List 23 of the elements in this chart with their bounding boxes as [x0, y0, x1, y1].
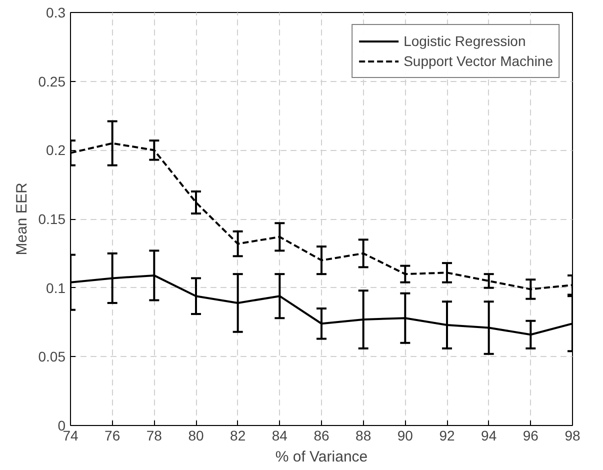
legend-label: Logistic Regression [404, 33, 526, 49]
y-tick-label: 0.05 [38, 348, 66, 365]
y-tick-label: 0.1 [46, 280, 66, 296]
x-tick-label: 84 [272, 428, 288, 444]
x-tick-label: 78 [146, 428, 162, 444]
x-tick-label: 88 [356, 428, 372, 444]
x-tick-label: 76 [104, 428, 120, 444]
y-tick-label: 0 [58, 418, 66, 434]
y-tick-label: 0.2 [46, 142, 66, 158]
y-tick-label: 0.25 [38, 73, 66, 90]
x-tick-label: 98 [564, 428, 580, 444]
x-tick-label: 82 [230, 428, 246, 444]
x-tick-label: 92 [439, 428, 455, 444]
x-tick-label: 80 [188, 428, 204, 444]
y-tick-label: 0.3 [46, 4, 66, 20]
legend-label: Support Vector Machine [404, 53, 553, 69]
y-axis-title: Mean EER [13, 182, 30, 256]
y-tick-label: 0.15 [38, 211, 66, 227]
x-tick-label: 86 [314, 428, 330, 444]
x-axis-title: % of Variance [275, 448, 368, 466]
x-tick-label: 94 [481, 428, 497, 444]
x-tick-label: 90 [397, 428, 414, 444]
x-tick-label: 96 [522, 428, 539, 444]
